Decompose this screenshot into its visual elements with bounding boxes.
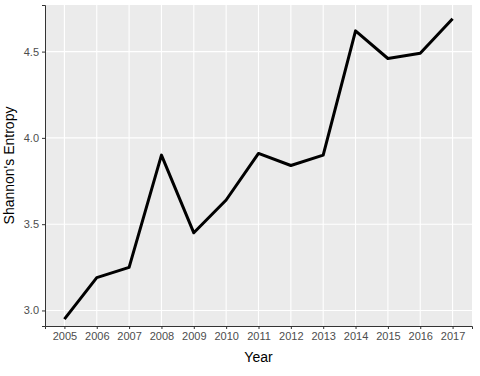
- x-tick: 2011: [247, 326, 271, 342]
- x-tick: 2013: [311, 326, 335, 342]
- tick-mark: [42, 310, 45, 311]
- tick-label: 2017: [441, 330, 465, 342]
- tick-mark: [64, 326, 65, 329]
- x-tick: 2006: [85, 326, 109, 342]
- line: [64, 19, 452, 319]
- tick-label: 2007: [117, 330, 141, 342]
- grid-line: [226, 5, 227, 326]
- x-tick: 2017: [441, 326, 465, 342]
- tick-mark: [356, 326, 357, 329]
- tick-mark: [42, 52, 45, 53]
- tick-label: 2008: [150, 330, 174, 342]
- tick-mark: [388, 326, 389, 329]
- grid-line: [129, 5, 130, 326]
- tick-label: 2009: [182, 330, 206, 342]
- tick-label: 2015: [376, 330, 400, 342]
- x-tick: 2016: [409, 326, 433, 342]
- tick-mark: [97, 326, 98, 329]
- tick-label: 2005: [53, 330, 77, 342]
- grid-line: [161, 5, 162, 326]
- tick-mark: [420, 326, 421, 329]
- grid-line: [258, 5, 259, 326]
- x-axis: 2005 2006 2007 2008 2009 2010 2011 2012 2013 2014…: [46, 326, 473, 342]
- tick-label: 2014: [344, 330, 368, 342]
- x-tick: 2012: [279, 326, 303, 342]
- tick-mark: [259, 326, 260, 329]
- x-tick: 2015: [376, 326, 400, 342]
- x-tick: 2009: [182, 326, 206, 342]
- tick-mark: [291, 326, 292, 329]
- tick-label: 2006: [85, 330, 109, 342]
- tick-mark: [323, 326, 324, 329]
- plot: 2005 2006 2007 2008 2009 2010 2011 2012 2013 2014…: [24, 5, 473, 342]
- marks: [64, 19, 452, 319]
- y-tick: 3.5: [24, 218, 45, 230]
- panel-background: [45, 5, 472, 326]
- x-tick: 2010: [214, 326, 238, 342]
- grid-line: [323, 5, 324, 326]
- tick-mark: [226, 326, 227, 329]
- x-tick: 2008: [150, 326, 174, 342]
- tick-label: 3.5: [24, 218, 39, 230]
- grid-line: [193, 5, 194, 326]
- x-tick: 2014: [344, 326, 368, 342]
- tick-mark: [161, 326, 162, 329]
- tick-label: 2011: [247, 330, 271, 342]
- chart: 2005 2006 2007 2008 2009 2010 2011 2012 2013 2014…: [0, 0, 480, 376]
- x-axis-line: [46, 327, 473, 330]
- grid-line: [355, 5, 356, 326]
- y-tick: 4.0: [24, 132, 45, 144]
- tick-label: 4.5: [24, 46, 39, 58]
- y-axis: 3.0 3.5 4.0 4.5: [24, 6, 46, 327]
- tick-label: 2016: [409, 330, 433, 342]
- tick-mark: [194, 326, 195, 329]
- grid-line: [64, 5, 65, 326]
- x-tick: 2007: [117, 326, 141, 342]
- tick-mark: [42, 224, 45, 225]
- y-tick: 3.0: [24, 304, 45, 316]
- tick-mark: [42, 138, 45, 139]
- y-axis-title: Shannon's Entropy: [1, 107, 17, 225]
- y-axis-line: [42, 6, 46, 327]
- grid-line: [387, 5, 388, 326]
- y-tick: 4.5: [24, 46, 45, 58]
- tick-label: 4.0: [24, 132, 39, 144]
- x-axis-title: Year: [244, 349, 273, 365]
- x-tick: 2005: [53, 326, 77, 342]
- tick-mark: [129, 326, 130, 329]
- tick-mark: [453, 326, 454, 329]
- tick-label: 3.0: [24, 304, 39, 316]
- x-grid: [64, 5, 452, 326]
- grid-line: [452, 5, 453, 326]
- tick-label: 2010: [214, 330, 238, 342]
- tick-label: 2013: [311, 330, 335, 342]
- tick-label: 2012: [279, 330, 303, 342]
